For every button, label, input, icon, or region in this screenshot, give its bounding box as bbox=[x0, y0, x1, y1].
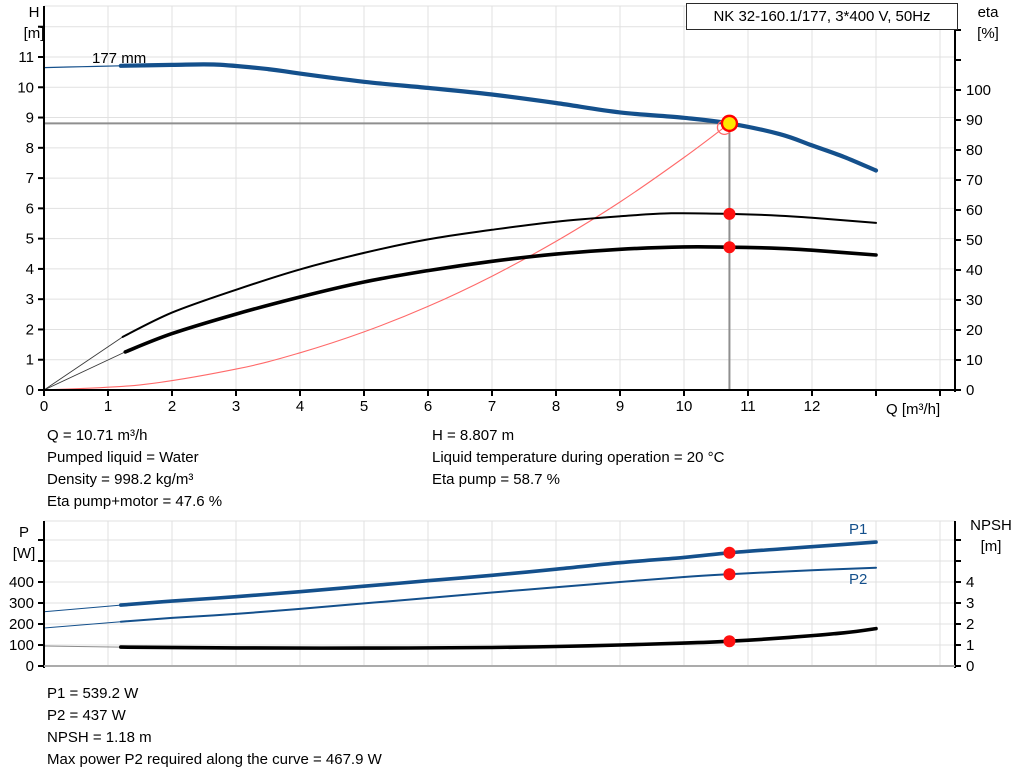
info-max-p2: Max power P2 required along the curve = … bbox=[47, 751, 382, 768]
info-p2: P2 = 437 W bbox=[47, 707, 126, 724]
npsh-axis-name-line2: [m] bbox=[980, 538, 1002, 555]
top-left-tick-label: 2 bbox=[26, 321, 34, 338]
p2-curve-label: P2 bbox=[849, 571, 868, 588]
top-x-tick-label: 2 bbox=[168, 398, 176, 415]
eta-axis-name-line2: [%] bbox=[977, 25, 999, 42]
top-left-tick-label: 10 bbox=[17, 79, 34, 96]
head-curve-177mm bbox=[118, 62, 879, 173]
top-x-tick-label: 12 bbox=[804, 398, 821, 415]
top-left-tick-label: 4 bbox=[26, 261, 34, 278]
p1-duty-dot bbox=[723, 546, 736, 559]
info-eta-pump: Eta pump = 58.7 % bbox=[432, 471, 560, 488]
bottom-left-tick-label: 100 bbox=[9, 637, 34, 654]
top-right-tick-label: 0 bbox=[966, 382, 974, 399]
top-left-tick-label: 9 bbox=[26, 110, 34, 127]
head-curve-lead-in bbox=[43, 65, 122, 69]
top-left-tick-label: 0 bbox=[26, 382, 34, 399]
eta-pump-motor-lead-in bbox=[43, 351, 126, 391]
npsh-curve-lead-in bbox=[43, 645, 122, 648]
eta-axis-name-line1: eta bbox=[977, 4, 999, 21]
top-right-tick-label: 30 bbox=[966, 292, 983, 309]
pump-title-box: NK 32-160.1/177, 3*400 V, 50Hz bbox=[686, 3, 958, 30]
top-x-tick-label: 0 bbox=[40, 398, 48, 415]
bottom-right-tick-label: 4 bbox=[966, 574, 974, 591]
top-x-tick-label: 6 bbox=[424, 398, 432, 415]
npsh-axis-name: NPSH [m] bbox=[960, 515, 1022, 557]
top-left-tick-label: 3 bbox=[26, 291, 34, 308]
info-q: Q = 10.71 m³/h bbox=[47, 427, 148, 444]
top-right-tick-label: 20 bbox=[966, 322, 983, 339]
duty-info-right-column: H = 8.807 m Liquid temperature during op… bbox=[432, 425, 724, 491]
p1-curve-label: P1 bbox=[849, 521, 868, 538]
top-x-tick-label: 4 bbox=[296, 398, 304, 415]
system-curve bbox=[43, 122, 730, 391]
top-x-tick-label: 3 bbox=[232, 398, 240, 415]
top-right-tick-label: 40 bbox=[966, 262, 983, 279]
top-right-tick-label: 70 bbox=[966, 172, 983, 189]
h-axis-name-line2: [m] bbox=[23, 25, 45, 42]
info-pumped-liquid: Pumped liquid = Water bbox=[47, 449, 199, 466]
p1-curve-lead-in bbox=[43, 604, 122, 613]
top-left-tick-label: 6 bbox=[26, 200, 34, 217]
top-left-tick-label: 11 bbox=[18, 49, 34, 66]
top-left-tick-label: 7 bbox=[26, 170, 34, 187]
p2-duty-dot bbox=[723, 568, 736, 581]
operating-point[interactable] bbox=[720, 114, 739, 133]
top-right-tick-label: 80 bbox=[966, 142, 983, 159]
impeller-diameter-label: 177 mm bbox=[92, 50, 147, 67]
h-axis-name-line1: H bbox=[28, 4, 40, 21]
top-left-tick-label: 1 bbox=[26, 352, 34, 369]
info-p1: P1 = 539.2 W bbox=[47, 685, 139, 702]
info-eta-pump-motor: Eta pump+motor = 47.6 % bbox=[47, 493, 223, 510]
top-x-tick-label: 8 bbox=[552, 398, 560, 415]
info-liquid-temperature: Liquid temperature during operation = 20… bbox=[432, 449, 725, 466]
info-npsh: NPSH = 1.18 m bbox=[47, 729, 152, 746]
p-axis-name: P [W] bbox=[2, 522, 46, 564]
p-axis-name-line1: P bbox=[18, 524, 29, 541]
bottom-right-tick-label: 2 bbox=[966, 616, 974, 633]
top-left-tick-label: 5 bbox=[26, 231, 34, 248]
bottom-right-tick-label: 0 bbox=[966, 658, 974, 675]
bottom-right-tick-label: 3 bbox=[966, 595, 974, 612]
eta-pump-curve bbox=[121, 212, 877, 338]
top-x-tick-label: 5 bbox=[360, 398, 368, 415]
top-x-tick-label: 9 bbox=[616, 398, 624, 415]
npsh-curve bbox=[119, 626, 878, 650]
duty-info-left-column: Q = 10.71 m³/h Pumped liquid = Water Den… bbox=[47, 425, 222, 513]
eta-pump-lead-in bbox=[43, 336, 124, 391]
npsh-axis-name-line1: NPSH bbox=[970, 517, 1012, 534]
bottom-left-tick-label: 0 bbox=[26, 658, 34, 675]
eta-axis-name: eta [%] bbox=[962, 2, 1014, 44]
top-left-tick-label: 8 bbox=[26, 140, 34, 157]
bottom-right-tick-label: 1 bbox=[966, 637, 974, 654]
p-axis-name-line2: [W] bbox=[12, 545, 36, 562]
top-x-tick-label: 11 bbox=[740, 398, 756, 415]
info-density: Density = 998.2 kg/m³ bbox=[47, 471, 194, 488]
info-h: H = 8.807 m bbox=[432, 427, 515, 444]
p2-curve-lead-in bbox=[43, 621, 122, 629]
p1-curve bbox=[119, 540, 878, 607]
bottom-chart[interactable]: 0 100 200 300 400 0 1 2 3 4 bbox=[9, 520, 974, 675]
top-right-tick-label: 90 bbox=[966, 112, 983, 129]
npsh-duty-dot bbox=[723, 635, 736, 648]
top-right-tick-label: 10 bbox=[966, 352, 983, 369]
q-axis-name: Q [m³/h] bbox=[886, 401, 941, 418]
bottom-left-tick-label: 400 bbox=[9, 574, 34, 591]
bottom-left-tick-label: 200 bbox=[9, 616, 34, 633]
top-x-tick-label: 7 bbox=[488, 398, 496, 415]
top-right-tick-label: 50 bbox=[966, 232, 983, 249]
top-right-tick-label: 60 bbox=[966, 202, 983, 219]
eta-pump-motor-duty-dot bbox=[723, 241, 736, 254]
eta-pump-duty-dot bbox=[723, 207, 736, 220]
top-x-tick-label: 10 bbox=[676, 398, 693, 415]
bottom-left-tick-label: 300 bbox=[9, 595, 34, 612]
eta-pump-motor-curve bbox=[123, 244, 878, 354]
top-x-tick-label: 1 bbox=[104, 398, 112, 415]
top-right-tick-label: 100 bbox=[966, 82, 991, 99]
power-info-block: P1 = 539.2 W P2 = 437 W NPSH = 1.18 m Ma… bbox=[47, 683, 382, 771]
h-axis-name: H [m] bbox=[14, 2, 54, 44]
